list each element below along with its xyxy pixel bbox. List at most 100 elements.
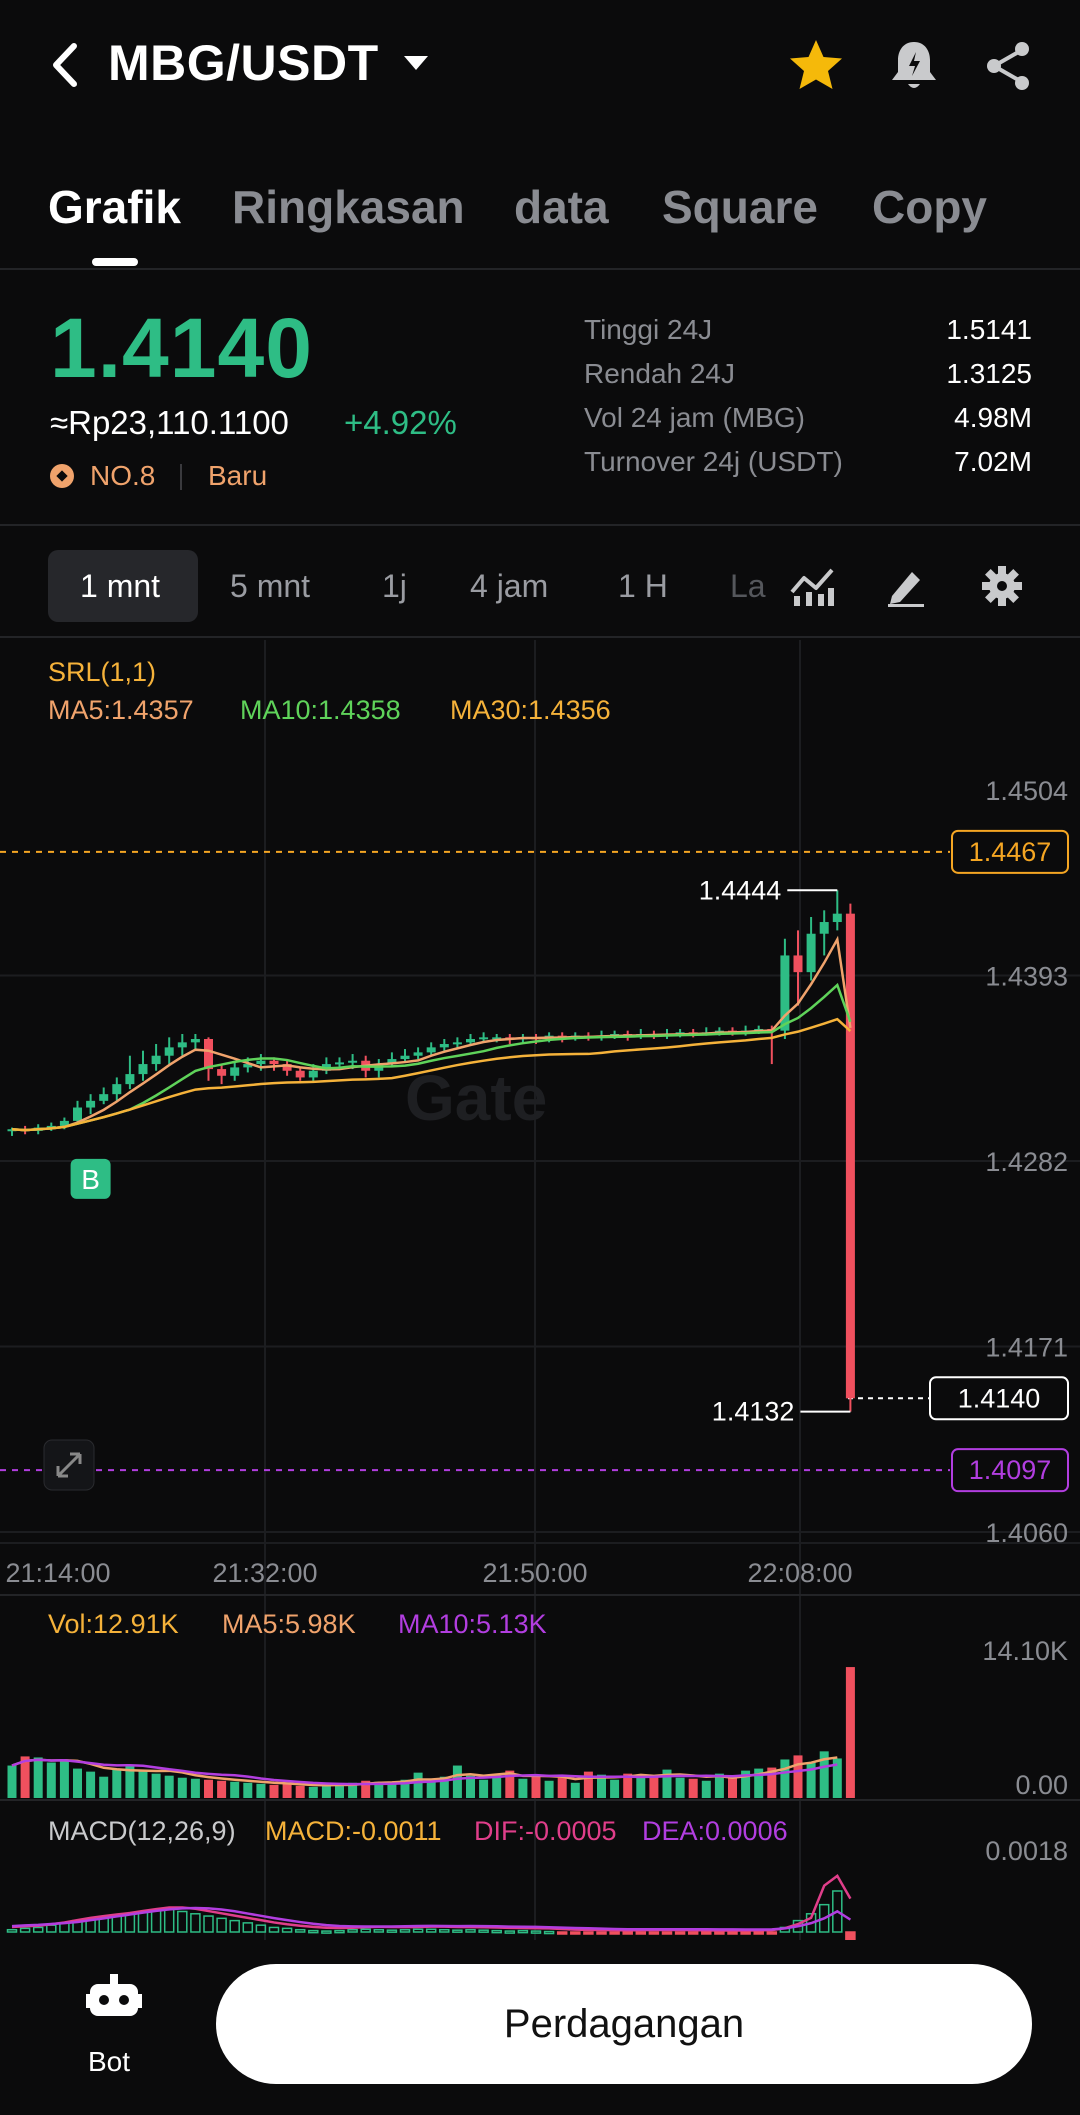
macd-bar bbox=[530, 1930, 542, 1934]
candle-body bbox=[845, 913, 855, 1399]
draw-icon[interactable] bbox=[884, 564, 928, 608]
rank-label[interactable]: NO.8 bbox=[90, 460, 156, 491]
macd-bar bbox=[412, 1928, 424, 1933]
volume-bar bbox=[767, 1767, 777, 1798]
candle-body bbox=[806, 933, 816, 973]
macd-bar bbox=[439, 1928, 450, 1933]
timeframe-1d[interactable]: 1 H bbox=[618, 568, 668, 604]
macd-bar bbox=[32, 1926, 44, 1933]
timeframe-1h[interactable]: 1j bbox=[382, 568, 407, 604]
header: MBG/USDT bbox=[0, 0, 1080, 140]
stat-label-volume: Vol 24 jam (MBG) bbox=[584, 402, 805, 433]
indicator-icon[interactable] bbox=[788, 564, 836, 608]
volume-bar bbox=[845, 1667, 855, 1798]
tab-square[interactable]: Square bbox=[662, 181, 818, 233]
macd-bar bbox=[150, 1909, 162, 1933]
macd-bar bbox=[661, 1931, 673, 1935]
macd-bar bbox=[347, 1928, 358, 1933]
tab-ringkasan[interactable]: Ringkasan bbox=[232, 181, 465, 233]
settings-icon[interactable] bbox=[980, 564, 1024, 608]
volume-bar bbox=[190, 1778, 200, 1798]
macd-bar bbox=[6, 1928, 18, 1933]
divider bbox=[180, 464, 182, 490]
tab-data[interactable]: data bbox=[514, 181, 609, 233]
volume-bar bbox=[20, 1756, 30, 1798]
x-tick-label: 21:14:00 bbox=[5, 1558, 110, 1588]
price-line-label: 1.4467 bbox=[969, 837, 1052, 867]
volume-bar bbox=[544, 1780, 554, 1798]
candle-body bbox=[125, 1074, 135, 1085]
volume-bar bbox=[439, 1776, 449, 1798]
macd-bar bbox=[255, 1924, 267, 1933]
bell-icon[interactable] bbox=[884, 36, 944, 96]
volume-bar bbox=[99, 1776, 109, 1798]
stat-value-volume: 4.98M bbox=[954, 402, 1032, 433]
timeframe-5m[interactable]: 5 mnt bbox=[230, 568, 311, 604]
volume-bar bbox=[73, 1768, 82, 1798]
volume-bar bbox=[86, 1771, 96, 1798]
candle-body bbox=[269, 1060, 279, 1065]
candle-body bbox=[164, 1047, 174, 1056]
caret-down-icon[interactable] bbox=[404, 56, 428, 70]
macd-bar bbox=[556, 1931, 568, 1935]
price-line-tag bbox=[951, 1448, 1069, 1493]
volume-bar bbox=[557, 1777, 567, 1798]
volume-bar bbox=[426, 1780, 436, 1798]
candle-body bbox=[400, 1055, 410, 1060]
tab-grafik[interactable]: Grafik bbox=[48, 181, 181, 233]
active-tab-indicator bbox=[92, 258, 138, 266]
star-icon[interactable] bbox=[786, 36, 846, 96]
share-icon[interactable] bbox=[980, 38, 1036, 94]
macd-bar bbox=[19, 1927, 31, 1933]
candle-body bbox=[426, 1047, 436, 1053]
volume-bar bbox=[649, 1776, 659, 1798]
trade-button[interactable]: Perdagangan bbox=[216, 1964, 1032, 2084]
price-chart[interactable]: SRL(1,1) MA5:1.4357 MA10:1.4358 MA30:1.4… bbox=[0, 640, 1080, 1940]
candle-body bbox=[780, 955, 790, 1031]
volume-bar bbox=[335, 1783, 344, 1798]
macd-bar bbox=[294, 1928, 306, 1933]
buy-marker bbox=[70, 1158, 111, 1199]
candle-body bbox=[230, 1067, 240, 1076]
buy-marker-label: B bbox=[81, 1164, 100, 1195]
macd-bar bbox=[452, 1929, 463, 1933]
candle-body bbox=[73, 1107, 82, 1121]
macd-bar bbox=[334, 1929, 345, 1934]
volume-bar bbox=[138, 1770, 148, 1798]
candle-body bbox=[295, 1070, 305, 1078]
timeframe-more[interactable]: La bbox=[730, 568, 766, 604]
divider bbox=[0, 524, 1080, 526]
vol-label: Vol:12.91K bbox=[48, 1609, 179, 1639]
candle-body bbox=[335, 1062, 344, 1065]
volume-bar bbox=[413, 1772, 423, 1798]
volume-bar bbox=[59, 1759, 69, 1798]
volume-bar bbox=[256, 1783, 266, 1798]
timeframe-1m[interactable]: 1 mnt bbox=[80, 568, 161, 604]
macd-bar bbox=[190, 1913, 201, 1933]
back-icon[interactable] bbox=[46, 40, 86, 90]
macd-value: MACD:-0.0011 bbox=[265, 1816, 442, 1846]
timeframe-4h[interactable]: 4 jam bbox=[470, 568, 549, 604]
bot-label[interactable]: Bot bbox=[88, 2046, 131, 2077]
volume-bar bbox=[204, 1779, 213, 1798]
macd-bar bbox=[543, 1930, 555, 1935]
candle-body bbox=[256, 1060, 266, 1065]
pair-title[interactable]: MBG/USDT bbox=[108, 35, 379, 91]
candle-body bbox=[452, 1042, 462, 1045]
volume-bar bbox=[321, 1784, 331, 1798]
divider bbox=[0, 268, 1080, 270]
macd-bar bbox=[268, 1926, 280, 1933]
stat-label-low: Rendah 24J bbox=[584, 358, 736, 389]
y-tick-label: 1.4504 bbox=[985, 776, 1068, 806]
vol-ma10-line bbox=[11, 1758, 838, 1786]
low-marker-label: 1.4132 bbox=[712, 1397, 795, 1427]
volume-bar bbox=[269, 1784, 279, 1798]
bot-icon[interactable] bbox=[86, 1974, 142, 2026]
volume-bar bbox=[492, 1774, 502, 1798]
new-badge: Baru bbox=[208, 460, 268, 491]
volume-bar bbox=[597, 1774, 606, 1798]
macd-bar bbox=[832, 1890, 843, 1933]
volume-bar bbox=[806, 1762, 816, 1798]
dea-value: DEA:0.0006 bbox=[642, 1816, 788, 1846]
tab-copy[interactable]: Copy bbox=[872, 181, 987, 233]
